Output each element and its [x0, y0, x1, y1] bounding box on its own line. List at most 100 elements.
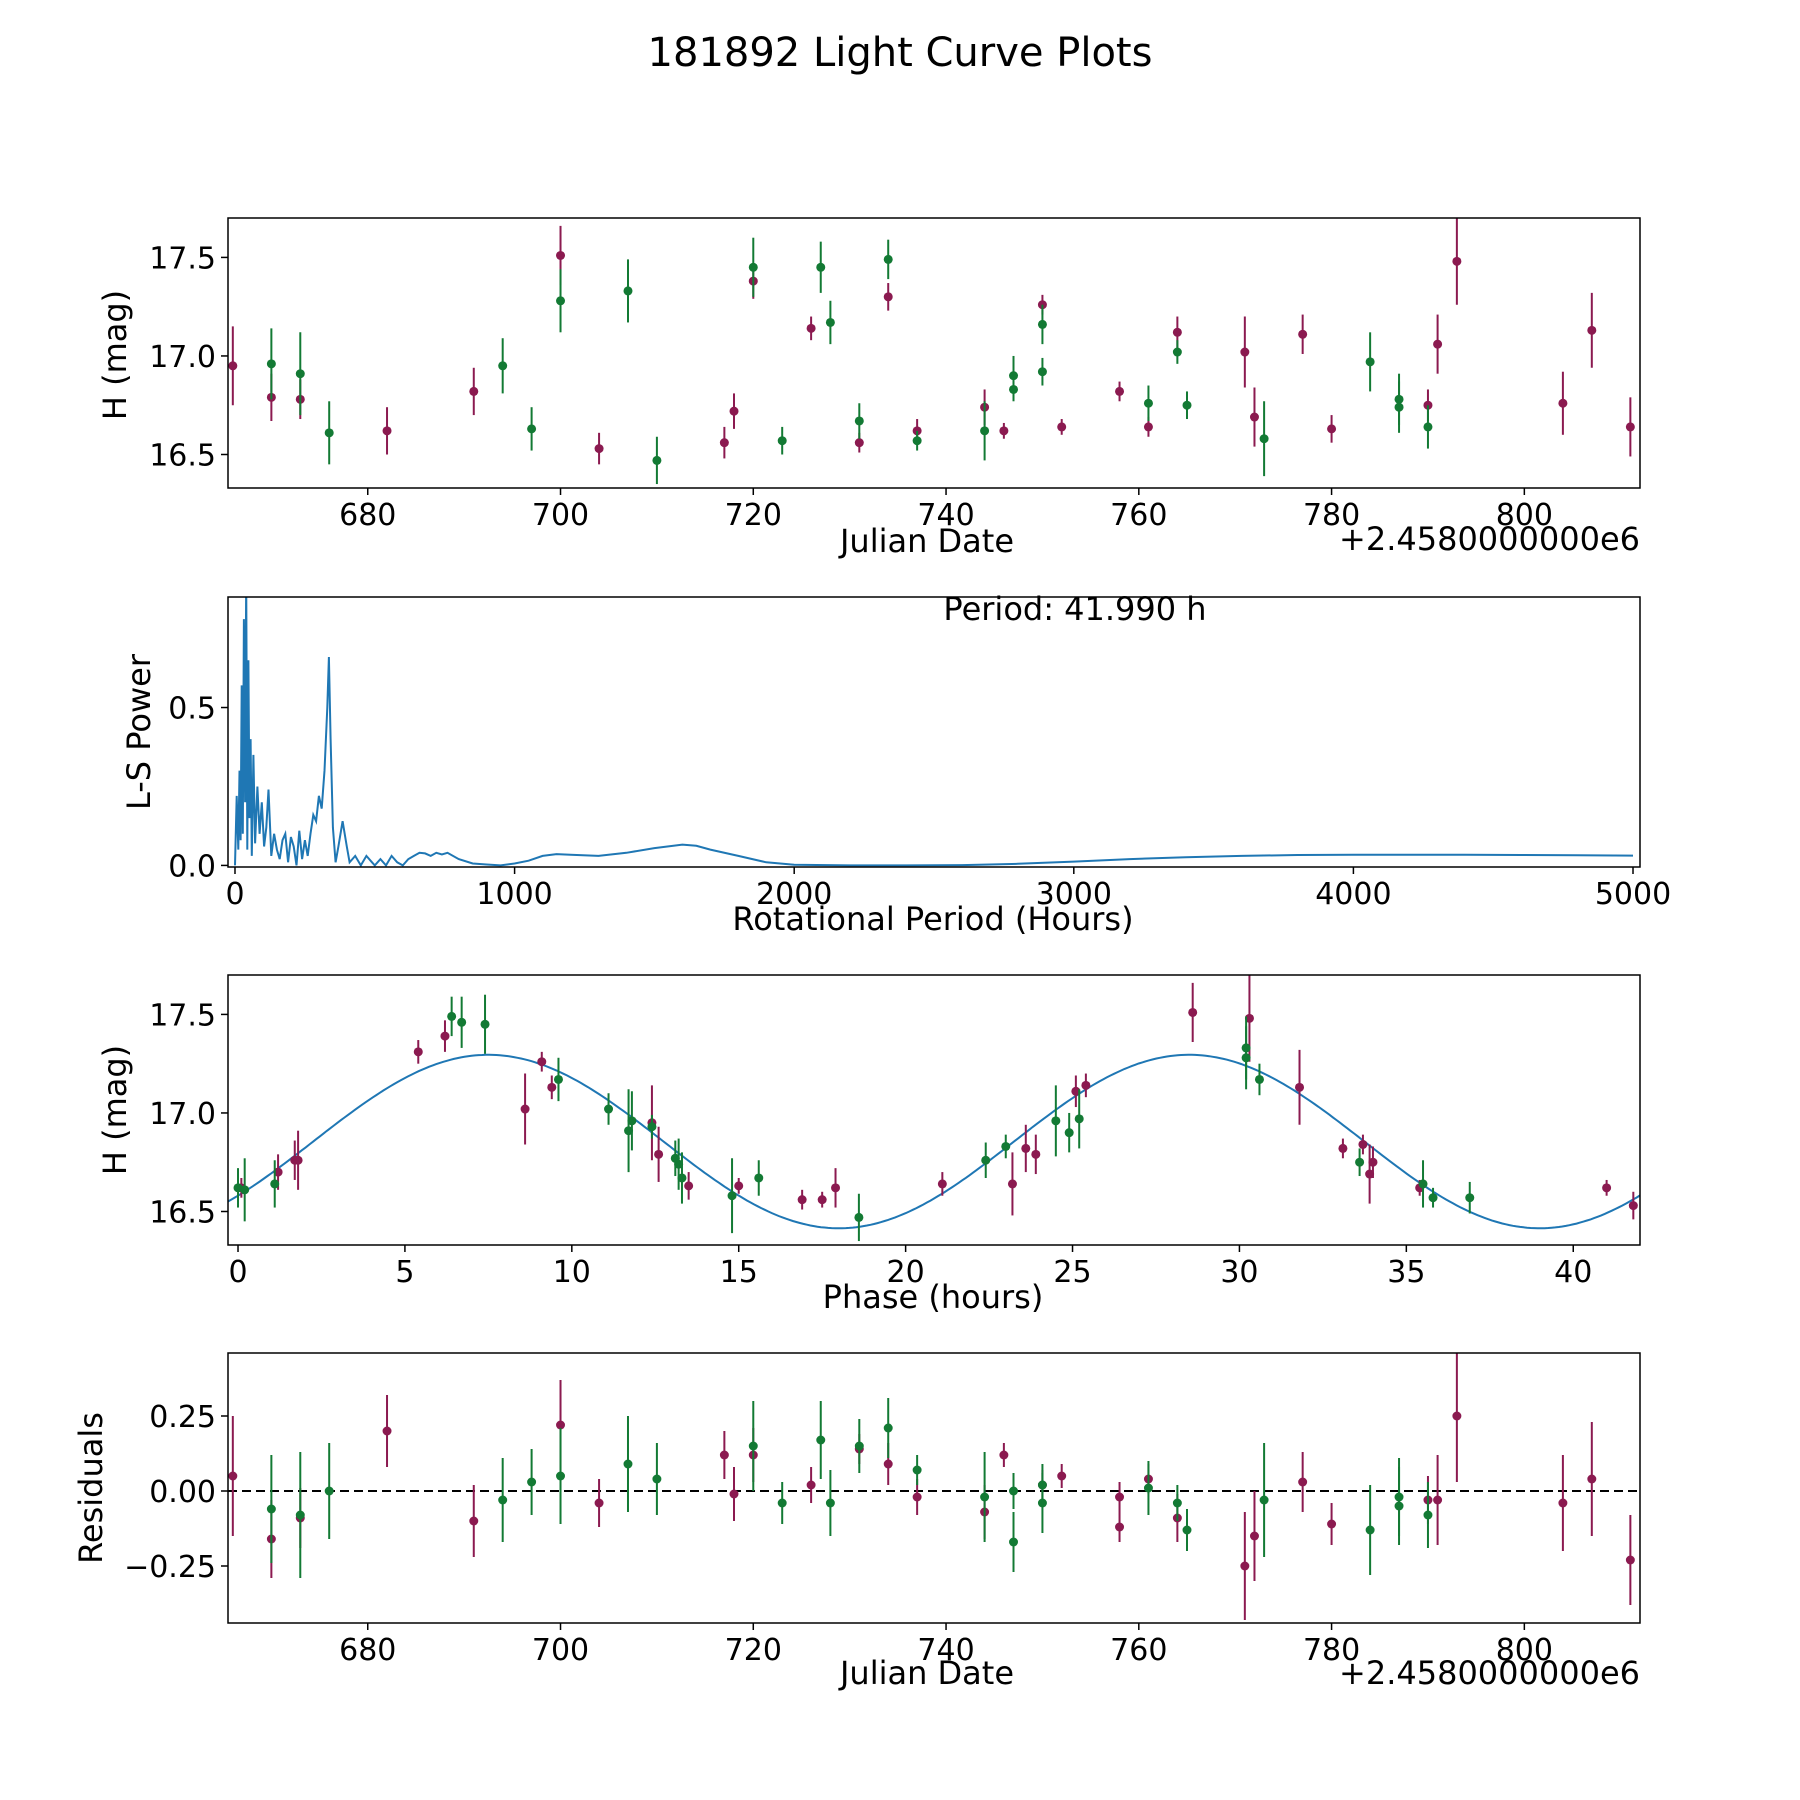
magenta-data-point [1452, 256, 1462, 266]
lightcurve-marks [228, 218, 1635, 485]
green-data-point [1172, 1498, 1182, 1508]
magenta-data-point [228, 1471, 238, 1481]
green-data-point [754, 1173, 764, 1183]
magenta-data-point [382, 426, 392, 436]
magenta-data-point [854, 438, 864, 448]
magenta-data-point [1433, 339, 1443, 349]
lightcurve-plot: 680 700 720 740 760 780 800 16.5 17.0 17.5 [149, 217, 1641, 533]
phased-xtick-label: 35 [1387, 1255, 1425, 1290]
green-data-point [527, 424, 537, 434]
green-data-point [1172, 347, 1182, 357]
phased-xtick-label: 5 [395, 1255, 414, 1290]
green-data-point [1365, 357, 1375, 367]
green-data-point [1009, 1537, 1019, 1547]
green-data-point [266, 1504, 276, 1514]
magenta-data-point [1628, 1201, 1638, 1211]
magenta-data-point [1433, 1495, 1443, 1505]
green-data-point [652, 1474, 662, 1484]
green-data-point [1143, 1483, 1153, 1493]
magenta-data-point [1587, 325, 1597, 335]
green-data-point [1009, 371, 1019, 381]
phased-xtick-label: 40 [1554, 1255, 1592, 1290]
residuals-ylabel: Residuals [72, 1412, 110, 1564]
green-data-point [727, 1191, 737, 1201]
green-data-point [777, 1498, 787, 1508]
green-data-point [1064, 1128, 1074, 1138]
magenta-data-point [883, 1459, 893, 1469]
periodogram-xtick-label: 3000 [1036, 877, 1112, 912]
magenta-data-point [1358, 1139, 1368, 1149]
green-data-point [1465, 1193, 1475, 1203]
green-data-point [1009, 1486, 1019, 1496]
green-data-point [1037, 1480, 1047, 1490]
periodogram-ytick-label: 0.0 [168, 849, 216, 884]
green-data-point [623, 1459, 633, 1469]
magenta-data-point [1115, 386, 1125, 396]
green-data-point [1182, 400, 1192, 410]
green-data-point [1037, 319, 1047, 329]
periodogram-xtick-label: 5000 [1595, 877, 1671, 912]
green-data-point [623, 286, 633, 296]
magenta-data-point [469, 386, 479, 396]
green-data-point [1001, 1141, 1011, 1151]
green-data-point [912, 1465, 922, 1475]
green-data-point [295, 369, 305, 379]
lightcurve-xtick-label: 800 [1496, 498, 1553, 533]
green-data-point [647, 1122, 657, 1132]
green-data-point [1355, 1157, 1365, 1167]
periodogram-xtick-label: 2000 [756, 877, 832, 912]
residuals-xtick-label: 720 [725, 1633, 782, 1668]
lightcurve-ytick-label: 17.5 [149, 241, 216, 276]
green-data-point [527, 1477, 537, 1487]
magenta-data-point [440, 1031, 450, 1041]
magenta-data-point [912, 1492, 922, 1502]
green-data-point [498, 361, 508, 371]
magenta-data-point [1368, 1157, 1378, 1167]
green-data-point [980, 426, 990, 436]
periodogram-frame [227, 596, 1641, 868]
figure-title: 181892 Light Curve Plots [648, 30, 1153, 76]
magenta-data-point [684, 1181, 694, 1191]
fit-curve [228, 1053, 1640, 1230]
residuals-frame [227, 1352, 1641, 1624]
green-data-point [1182, 1525, 1192, 1535]
lightcurve-xtick-label: 700 [532, 498, 589, 533]
green-data-point [1418, 1179, 1428, 1189]
green-data-point [677, 1173, 687, 1183]
green-data-point [604, 1104, 614, 1114]
magenta-data-point [1188, 1007, 1198, 1017]
magenta-data-point [1298, 329, 1308, 339]
magenta-data-point [1249, 1531, 1259, 1541]
green-data-point [266, 359, 276, 369]
periodogram-ylabel: L-S Power [120, 653, 158, 810]
magenta-data-point [1587, 1474, 1597, 1484]
green-data-point [1394, 402, 1404, 412]
periodogram-ytick-label: 0.5 [168, 692, 216, 727]
magenta-data-point [1071, 1086, 1081, 1096]
magenta-data-point [999, 426, 1009, 436]
green-data-point [480, 1019, 490, 1029]
magenta-data-point [1602, 1183, 1612, 1193]
magenta-data-point [1115, 1492, 1125, 1502]
green-data-point [270, 1179, 280, 1189]
green-data-point [1051, 1116, 1061, 1126]
magenta-data-point [654, 1149, 664, 1159]
green-data-point [825, 317, 835, 327]
magenta-data-point [883, 292, 893, 302]
green-data-point [1423, 1510, 1433, 1520]
magenta-data-point [1081, 1080, 1091, 1090]
phased-xtick-label: 15 [720, 1255, 758, 1290]
magenta-data-point [797, 1195, 807, 1205]
magenta-data-point [520, 1104, 530, 1114]
magenta-data-point [1625, 422, 1635, 432]
residuals-x-offset: +2.4580000000e6 [1339, 1654, 1640, 1692]
phased-ylabel: H (mag) [96, 1045, 134, 1175]
phased-xtick-label: 20 [887, 1255, 925, 1290]
magenta-data-point [1021, 1143, 1031, 1153]
magenta-data-point [1558, 398, 1568, 408]
magenta-data-point [719, 438, 729, 448]
residuals-panel: Residuals Julian Date +2.4580000000e6 [72, 1412, 1640, 1692]
magenta-data-point [1295, 1082, 1305, 1092]
lightcurve-xtick-label: 740 [917, 498, 974, 533]
